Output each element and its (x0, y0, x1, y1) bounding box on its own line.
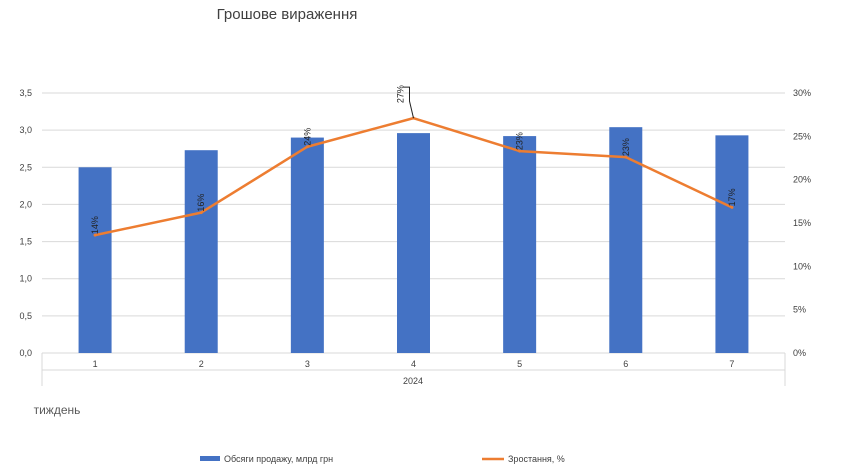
line-point (199, 211, 203, 215)
chart-title: Грошове вираження (217, 6, 358, 23)
bar (715, 135, 749, 353)
legend-label-line: Зростання, % (508, 454, 565, 464)
x-tick-label: 5 (517, 359, 522, 369)
bar (78, 167, 112, 353)
left-tick-label: 2,0 (19, 199, 32, 209)
line-point (518, 149, 522, 153)
data-label: 24% (302, 128, 312, 146)
data-label: 14% (90, 216, 100, 234)
legend: Обсяги продажу, млрд грн Зростання, % (200, 454, 565, 464)
bar (609, 127, 643, 354)
left-axis: 0,0 0,5 1,0 1,5 2,0 2,5 3,0 3,5 (19, 88, 32, 358)
right-tick-label: 10% (793, 261, 811, 271)
x-group-label: 2024 (403, 376, 423, 386)
right-axis: 0% 5% 10% 15% 20% 25% 30% (793, 88, 811, 358)
data-labels: 14% 16% 24% 27% 23% 23% 17% (90, 85, 737, 234)
x-tick-label: 2 (199, 359, 204, 369)
right-tick-label: 0% (793, 348, 806, 358)
left-tick-label: 3,0 (19, 125, 32, 135)
line-point (624, 155, 628, 159)
data-label: 27% (396, 85, 406, 103)
line-point (730, 205, 734, 209)
data-label: 16% (196, 194, 206, 212)
right-tick-label: 30% (793, 88, 811, 98)
bar (184, 150, 218, 353)
left-tick-label: 1,0 (19, 274, 32, 284)
right-tick-label: 25% (793, 131, 811, 141)
right-tick-label: 5% (793, 305, 806, 315)
bar-series (78, 127, 749, 354)
right-tick-label: 20% (793, 175, 811, 185)
x-tick-label: 1 (93, 359, 98, 369)
bar (397, 133, 430, 353)
x-axis-title: тиждень (34, 403, 81, 417)
bar (290, 137, 324, 353)
data-label: 17% (727, 188, 737, 206)
x-tick-label: 7 (729, 359, 734, 369)
line-point (305, 145, 309, 149)
bar (503, 136, 537, 353)
data-label: 23% (515, 132, 525, 150)
right-tick-label: 15% (793, 218, 811, 228)
data-label: 23% (621, 138, 631, 156)
legend-label-bars: Обсяги продажу, млрд грн (224, 454, 333, 464)
x-tick-label: 6 (623, 359, 628, 369)
x-axis: 1 2 3 4 5 6 7 (41, 353, 786, 386)
left-tick-label: 1,5 (19, 237, 32, 247)
left-tick-label: 3,5 (19, 88, 32, 98)
leader-line (403, 86, 414, 119)
left-tick-label: 2,5 (19, 162, 32, 172)
line-point (93, 233, 97, 237)
left-tick-label: 0,5 (19, 311, 32, 321)
x-tick-label: 3 (305, 359, 310, 369)
x-tick-label: 4 (411, 359, 416, 369)
legend-swatch-bars (200, 456, 220, 461)
left-tick-label: 0,0 (19, 348, 32, 358)
